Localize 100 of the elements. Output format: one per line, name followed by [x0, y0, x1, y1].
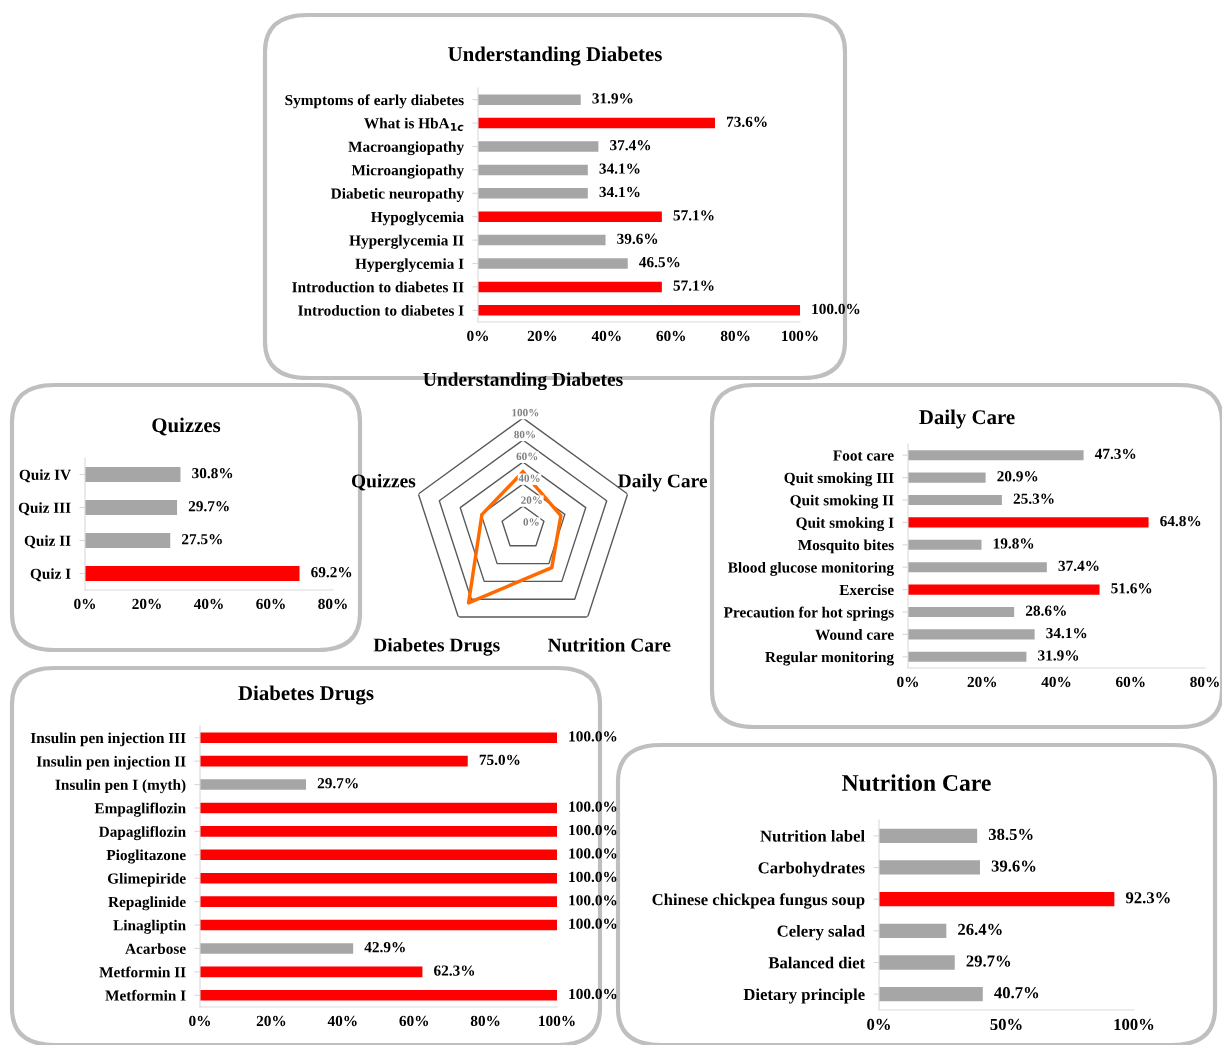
data-label: 27.5%: [182, 534, 222, 545]
data-label: 100.0%: [812, 303, 860, 315]
data-label: 47.3%: [1094, 448, 1136, 460]
data-label: 92.3%: [1125, 892, 1170, 904]
x-tick-label: 60%: [656, 330, 686, 342]
bar: [908, 517, 1149, 528]
y-tick-label: Empagliflozin: [94, 802, 186, 817]
y-tick-label: Introduction to diabetes I: [298, 305, 464, 316]
y-tick-label: Foot care: [833, 450, 894, 461]
y-tick-label: Blood glucose monitoring: [728, 561, 894, 576]
y-tick-label: Insulin pen injection II: [36, 755, 186, 770]
x-tick-label: 40%: [327, 1015, 357, 1027]
data-label: 29.7%: [966, 955, 1011, 967]
data-label: 100.0%: [569, 801, 617, 812]
x-tick-label: 0%: [74, 598, 96, 610]
y-tick-label: Diabetic neuropathy: [330, 188, 464, 202]
y-tick-label: Quiz IV: [19, 469, 71, 483]
y-tick-label: Hyperglycemia II: [349, 234, 464, 249]
x-tick-label: 80%: [720, 330, 750, 342]
y-tick-label: Quiz III: [18, 502, 71, 516]
y-tick-label: Repaglinide: [108, 896, 186, 911]
bar: [908, 629, 1035, 640]
data-label: 34.1%: [1046, 627, 1087, 639]
bar: [200, 990, 557, 1001]
data-label: 100.0%: [569, 731, 617, 742]
data-label: 100.0%: [569, 895, 617, 906]
y-tick-label: Symptoms of early diabetes: [285, 94, 464, 109]
y-tick-label: Mosquito bites: [798, 539, 894, 554]
bar: [200, 966, 423, 978]
data-label: 73.6%: [726, 116, 767, 127]
bar: [200, 943, 354, 954]
y-tick-label: Nutrition label: [760, 830, 865, 842]
spoke-label: Understanding Diabetes: [423, 372, 623, 391]
data-label: 34.1%: [599, 163, 640, 174]
bar: [879, 892, 1115, 907]
bar: [200, 896, 557, 907]
data-label: 39.6%: [617, 233, 658, 244]
data-label: 100.0%: [569, 848, 617, 859]
data-label: 29.7%: [188, 501, 229, 512]
y-tick-label: Macroangiopathy: [348, 141, 464, 156]
bar: [85, 566, 300, 581]
data-label: 69.2%: [311, 567, 352, 578]
data-label: 100.0%: [569, 918, 617, 929]
y-tick-label: Quit smoking III: [784, 472, 894, 487]
data-label: 40.7%: [994, 987, 1039, 999]
x-tick-label: 100%: [1114, 1018, 1154, 1031]
data-label: 62.3%: [434, 965, 475, 976]
y-tick-label: 0%: [523, 518, 539, 526]
x-tick-label: 60%: [1115, 676, 1145, 688]
x-tick-label: 100%: [539, 1015, 575, 1027]
data-label: 19.8%: [993, 538, 1034, 549]
y-tick-label: Insulin pen injection III: [30, 732, 186, 747]
bar: [879, 860, 980, 875]
data-label: 51.6%: [1111, 583, 1152, 594]
y-tick-label: Pioglitazone: [106, 849, 186, 864]
y-tick-label: Balanced diet: [768, 956, 866, 969]
y-tick-label: Quit smoking I: [796, 517, 894, 532]
y-tick-label: Precaution for hot springs: [723, 606, 894, 621]
y-tick-label: Introduction to diabetes II: [292, 281, 464, 293]
data-label: 26.4%: [958, 923, 1002, 936]
data-label: 38.5%: [988, 828, 1033, 841]
bar: [879, 828, 978, 843]
bar: [908, 494, 1002, 506]
y-tick-label: Linagliptin: [113, 919, 186, 934]
bar: [908, 584, 1100, 595]
bar: [478, 188, 588, 199]
bar: [908, 450, 1084, 461]
spoke-label: Diabetes Drugs: [373, 637, 500, 656]
y-tick-label: Hyperglycemia I: [355, 258, 464, 273]
spoke-label: Quizzes: [351, 473, 416, 491]
chart-title: Diabetes Drugs: [238, 685, 374, 705]
data-label: 31.9%: [1038, 650, 1079, 661]
data-label: 20.9%: [997, 471, 1038, 482]
y-tick-label: Metformin II: [99, 966, 186, 978]
y-tick-label: Dietary principle: [743, 988, 865, 1004]
data-label: 100.0%: [569, 988, 617, 1000]
y-tick-label: Carbohydrates: [758, 861, 865, 877]
data-label: 31.9%: [592, 93, 633, 104]
data-label: 57.1%: [673, 210, 714, 221]
y-tick-label: Quit smoking II: [790, 494, 894, 509]
bar: [200, 919, 557, 931]
spoke-label: Nutrition Care: [548, 637, 671, 652]
bar: [85, 467, 181, 482]
bar: [478, 211, 662, 222]
chart-title: Daily Care: [919, 409, 1015, 429]
bar: [200, 849, 557, 861]
data-label: 37.4%: [610, 140, 651, 151]
x-tick-label: 40%: [193, 598, 223, 610]
y-tick-label: Microangiopathy: [351, 164, 464, 179]
data-label: 64.8%: [1160, 515, 1201, 527]
y-tick-label: What is HbA$_{1c}$: [364, 117, 464, 131]
x-tick-label: 80%: [1190, 676, 1219, 688]
data-label: 100.0%: [569, 871, 617, 883]
bar: [879, 923, 947, 938]
y-tick-label: Celery salad: [777, 925, 865, 941]
bar: [908, 562, 1047, 573]
y-tick-label: Exercise: [839, 584, 894, 596]
y-tick-label: 40%: [518, 474, 540, 483]
y-tick-label: Insulin pen I (myth): [55, 779, 186, 794]
bar: [478, 281, 662, 293]
